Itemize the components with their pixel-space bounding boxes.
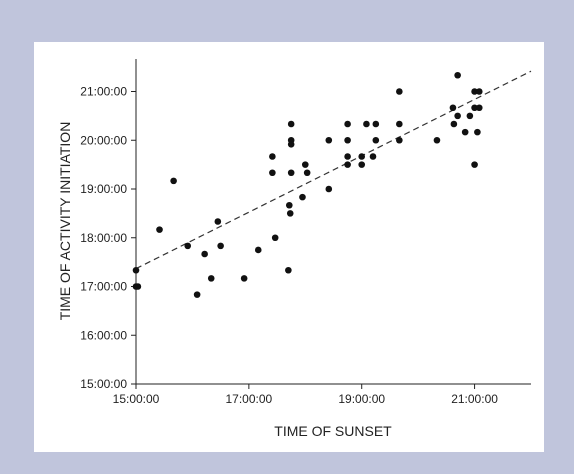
y-tick-label: 18:00:00 <box>80 231 127 245</box>
data-point <box>285 201 293 209</box>
x-tick-label: 21:00:00 <box>451 392 498 406</box>
data-point <box>286 210 294 217</box>
x-tick-label: 19:00:00 <box>338 392 385 406</box>
data-point <box>287 120 295 128</box>
y-tick-label: 17:00:00 <box>80 280 127 294</box>
data-point <box>358 161 366 168</box>
data-point <box>433 136 441 144</box>
data-point <box>193 291 201 298</box>
data-point <box>450 120 458 128</box>
data-point <box>217 242 224 250</box>
data-point <box>201 250 208 258</box>
data-point <box>285 266 292 274</box>
data-points <box>132 71 483 298</box>
data-point <box>240 275 248 282</box>
data-point <box>287 141 295 148</box>
data-point <box>325 136 333 144</box>
data-point <box>132 266 140 274</box>
data-point <box>396 120 403 128</box>
data-point <box>396 88 403 95</box>
data-point <box>372 136 380 144</box>
data-point <box>325 185 333 193</box>
data-point <box>358 153 366 160</box>
data-point <box>369 153 377 160</box>
data-point <box>344 161 351 168</box>
data-point <box>475 88 483 95</box>
data-point <box>475 104 483 112</box>
data-point <box>474 128 481 136</box>
data-point <box>471 161 478 168</box>
trend-line <box>135 70 532 270</box>
data-point <box>301 161 309 168</box>
data-point <box>344 153 351 160</box>
y-tick-label: 19:00:00 <box>80 182 127 196</box>
data-point <box>269 153 276 160</box>
data-point <box>471 104 478 112</box>
data-point <box>466 112 474 120</box>
axes <box>135 59 531 385</box>
data-point <box>372 120 380 128</box>
data-point <box>156 226 163 233</box>
data-point <box>461 128 469 136</box>
data-point <box>271 234 279 242</box>
data-point <box>134 283 142 290</box>
data-point <box>184 242 192 250</box>
data-point <box>454 71 461 79</box>
x-tick-label: 15:00:00 <box>113 392 160 406</box>
data-point <box>363 120 370 128</box>
y-tick-label: 15:00:00 <box>80 377 127 391</box>
x-tick-label: 17:00:00 <box>225 392 272 406</box>
data-point <box>287 169 295 177</box>
data-point <box>254 246 262 254</box>
y-tick-label: 16:00:00 <box>80 328 127 342</box>
y-tick-label: 20:00:00 <box>80 133 127 147</box>
data-point <box>344 120 351 128</box>
data-point <box>396 136 403 144</box>
data-point <box>170 177 177 185</box>
ticks <box>131 91 476 389</box>
data-point <box>207 275 215 282</box>
data-point <box>269 169 276 177</box>
y-tick-label: 21:00:00 <box>80 85 127 99</box>
data-point <box>449 104 457 112</box>
tick-labels: 15:00:00 17:00:00 19:00:00 21:00:00 15:00:00… <box>80 85 498 407</box>
data-point <box>471 88 478 95</box>
data-point <box>344 136 351 144</box>
y-axis-title: TIME OF ACTIVITY INITIATION <box>57 122 73 321</box>
data-point <box>299 193 306 201</box>
data-point <box>303 169 311 177</box>
data-point <box>214 218 222 225</box>
x-axis-title: TIME OF SUNSET <box>274 423 392 439</box>
data-point <box>454 112 461 120</box>
